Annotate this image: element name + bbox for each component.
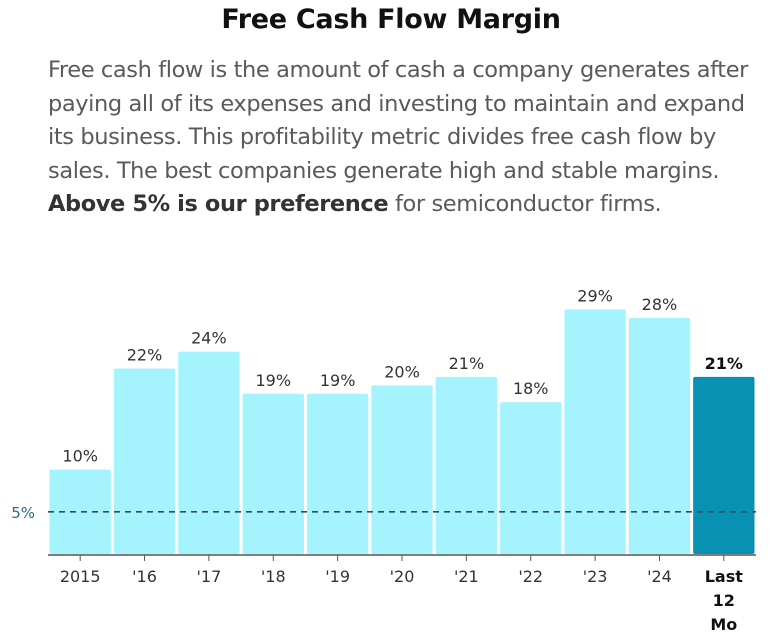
- data-label: 18%: [513, 379, 549, 398]
- bar: [178, 351, 240, 554]
- bar: [628, 317, 691, 554]
- x-tick-label: '17: [197, 567, 222, 586]
- chart-description: Free cash flow is the amount of cash a c…: [48, 54, 748, 222]
- bar: [500, 402, 562, 554]
- reference-line-label: 5%: [11, 504, 35, 522]
- x-tick-label: '20: [390, 567, 415, 586]
- bar: [371, 385, 433, 554]
- bar: [564, 309, 626, 554]
- bar: [242, 393, 304, 554]
- bar: [49, 469, 111, 554]
- description-text-end: for semiconductor firms.: [388, 191, 662, 217]
- bar-highlight: [693, 376, 755, 554]
- chart-title: Free Cash Flow Margin: [221, 4, 561, 35]
- x-tick-label: '19: [325, 567, 350, 586]
- x-tick-label: '24: [647, 567, 672, 586]
- description-text: Free cash flow is the amount of cash a c…: [48, 57, 749, 184]
- x-tick-label: Last 12 Mo: [705, 567, 744, 634]
- data-label: 21%: [705, 354, 743, 373]
- data-label: 19%: [320, 371, 356, 390]
- bar: [113, 368, 176, 554]
- x-tick-label: '23: [583, 567, 608, 586]
- data-label: 29%: [577, 286, 613, 305]
- bar-chart: 10% 22% 24% 19% 19% 20% 21% 18% 29% 28% 21% 5% 2015 '…: [11, 286, 756, 634]
- data-label: 20%: [384, 362, 420, 381]
- data-label: 21%: [449, 354, 485, 373]
- bar: [306, 393, 369, 554]
- data-label: 22%: [127, 345, 163, 364]
- bar: [435, 376, 498, 554]
- data-label: 10%: [62, 447, 98, 466]
- x-tick-label: '21: [454, 567, 479, 586]
- x-tick-label: '22: [518, 567, 543, 586]
- x-tick-label: '18: [261, 567, 286, 586]
- description-emphasis: Above 5% is our preference: [48, 191, 389, 217]
- data-label: 24%: [191, 329, 227, 348]
- data-label: 19%: [255, 371, 291, 390]
- data-label: 28%: [642, 295, 678, 314]
- x-tick-label: '16: [132, 567, 157, 586]
- x-tick-label: 2015: [60, 567, 101, 586]
